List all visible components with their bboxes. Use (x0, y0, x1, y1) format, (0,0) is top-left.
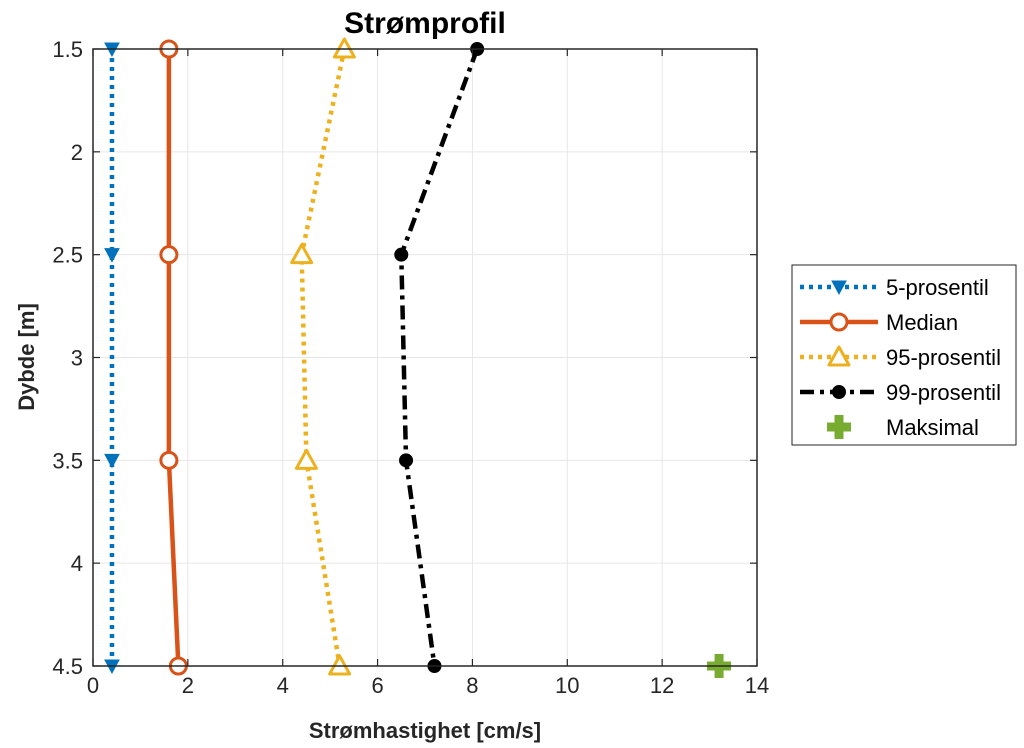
legend-label: 99-prosentil (886, 380, 1001, 405)
x-tick-label: 8 (466, 673, 478, 698)
y-tick-label: 4 (71, 551, 83, 576)
series-95-prosentil (290, 37, 356, 676)
data-point (104, 248, 120, 263)
legend-entry: 5-prosentil (800, 275, 989, 300)
x-tick-label: 2 (182, 673, 194, 698)
legend: 5-prosentil Median 95-prosentil 99-prosenti… (791, 264, 1017, 446)
legend-marker (832, 385, 846, 399)
x-tick-label: 6 (371, 673, 383, 698)
data-point (104, 453, 120, 469)
legend-marker (827, 415, 851, 439)
y-tick-label: 4.5 (52, 654, 83, 679)
data-point (159, 450, 179, 470)
y-tick-label: 1.5 (52, 37, 83, 62)
x-tick-label: 12 (650, 673, 674, 698)
series-line (166, 49, 181, 667)
legend-label: Maksimal (886, 415, 979, 440)
y-tick-label: 2 (71, 140, 83, 165)
data-point (328, 654, 352, 676)
data-point (332, 37, 356, 59)
legend-label: 95-prosentil (886, 345, 1001, 370)
legend-marker (827, 345, 851, 367)
y-tick-label: 3 (71, 346, 83, 371)
legend-label: 5-prosentil (886, 275, 989, 300)
data-point (294, 448, 318, 470)
y-tick-label: 3.5 (52, 448, 83, 473)
x-tick-label: 4 (277, 673, 289, 698)
x-tick-label: 0 (87, 673, 99, 698)
series-line (399, 48, 480, 667)
y-axis-label: Dybde [m] (14, 303, 39, 411)
chart-title: Strømprofil (344, 7, 506, 40)
legend-entry: 99-prosentil (800, 380, 1001, 405)
data-point (290, 243, 314, 265)
legend-marker (831, 280, 847, 296)
series-99-prosentil (394, 42, 485, 673)
legend-entry: Median (800, 310, 958, 335)
grid (92, 48, 758, 667)
series-median (159, 39, 188, 676)
plus-marker-v (834, 415, 844, 439)
legend-marker (829, 312, 849, 332)
data-point (394, 247, 409, 262)
data-point (399, 453, 414, 468)
series-layer (104, 37, 732, 678)
legend-label: Median (886, 310, 958, 335)
legend-entry: 95-prosentil (800, 345, 1001, 370)
y-tick-label: 2.5 (52, 243, 83, 268)
legend-entry: Maksimal (827, 415, 979, 440)
data-point (159, 245, 179, 265)
x-tick-label: 14 (745, 673, 769, 698)
x-axis-label: Strømhastighet [cm/s] (309, 718, 541, 743)
x-tick-label: 10 (555, 673, 579, 698)
ticks: 0 2 4 6 8 10 12 14 1.5 2 2.5 3 3.5 4 4.5 (52, 37, 769, 698)
